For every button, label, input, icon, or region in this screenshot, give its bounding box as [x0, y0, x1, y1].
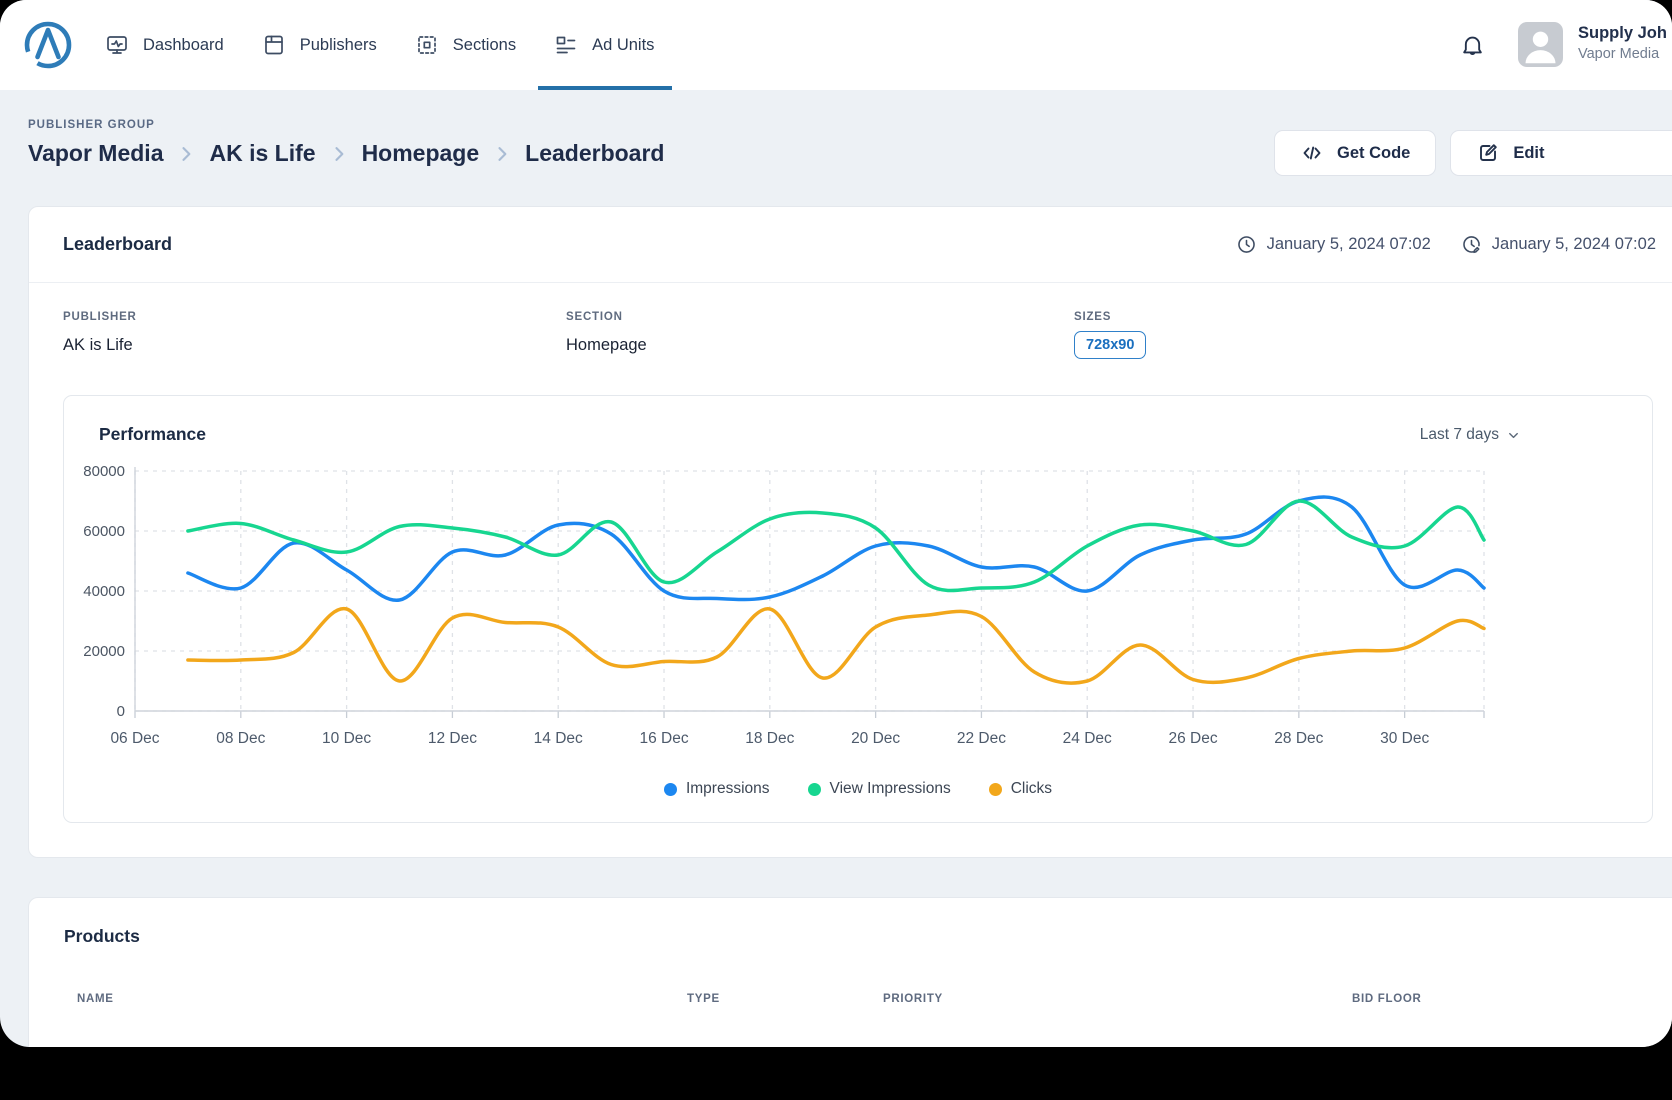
line-chart: 0 20000 40000 60000 80000 06 Dec 08 Dec 10 Dec 1… [64, 457, 1584, 757]
chevron-down-icon [1506, 428, 1521, 443]
clock-edit-icon [1461, 234, 1482, 255]
svg-text:12 Dec: 12 Dec [428, 730, 477, 747]
bell-icon [1460, 33, 1485, 58]
page-actions: Get Code Edit [1274, 130, 1672, 176]
publisher-field-label: PUBLISHER [63, 311, 566, 323]
nav-item-label: Ad Units [592, 36, 654, 55]
section-field: SECTION Homepage [566, 311, 1074, 359]
legend-dot [989, 783, 1002, 796]
svg-text:18 Dec: 18 Dec [745, 730, 794, 747]
performance-chart: 0 20000 40000 60000 80000 06 Dec 08 Dec 10 Dec 1… [64, 457, 1652, 762]
updated-timestamp: January 5, 2024 07:02 [1461, 234, 1656, 255]
svg-text:24 Dec: 24 Dec [1063, 730, 1112, 747]
performance-panel: Performance Last 7 days 0200004000060000… [63, 395, 1653, 823]
date-range-label: Last 7 days [1420, 426, 1499, 444]
svg-text:80000: 80000 [83, 463, 125, 480]
person-icon [1518, 22, 1563, 67]
section-field-label: SECTION [566, 311, 1074, 323]
svg-text:60000: 60000 [83, 523, 125, 540]
chart-legend: Impressions View Impressions Clicks [64, 780, 1652, 798]
timestamps: January 5, 2024 07:02 January 5, 2024 07… [1236, 207, 1656, 282]
svg-text:26 Dec: 26 Dec [1168, 730, 1217, 747]
code-icon [1300, 141, 1324, 165]
svg-text:14 Dec: 14 Dec [534, 730, 583, 747]
ad-unit-card-header: Leaderboard January 5, 2024 07:02 Jan [29, 207, 1672, 283]
edit-label: Edit [1513, 144, 1544, 163]
nav-item-publishers[interactable]: Publishers [262, 0, 377, 90]
edit-pencil-icon [1476, 141, 1500, 165]
get-code-label: Get Code [1337, 144, 1410, 163]
sizes-field-label: SIZES [1074, 311, 1651, 323]
legend-label: Clicks [1011, 780, 1052, 798]
breadcrumb-item-publisher[interactable]: AK is Life [209, 140, 315, 167]
svg-text:30 Dec: 30 Dec [1380, 730, 1429, 747]
nav-item-ad-units[interactable]: Ad Units [554, 0, 654, 90]
user-organization: Vapor Media [1578, 46, 1667, 62]
created-timestamp-text: January 5, 2024 07:02 [1267, 235, 1431, 254]
products-title: Products [64, 926, 1650, 947]
breadcrumb-item-publisher-group[interactable]: Vapor Media [28, 140, 163, 167]
edit-button[interactable]: Edit [1450, 130, 1672, 176]
ad-units-icon [554, 33, 578, 57]
breadcrumb-item-section[interactable]: Homepage [362, 140, 480, 167]
created-timestamp: January 5, 2024 07:02 [1236, 234, 1431, 255]
svg-text:20000: 20000 [83, 643, 125, 660]
updated-timestamp-text: January 5, 2024 07:02 [1492, 235, 1656, 254]
svg-text:08 Dec: 08 Dec [216, 730, 265, 747]
chevron-right-icon [492, 144, 512, 164]
svg-text:0: 0 [117, 703, 125, 720]
main-nav: Dashboard Publishers Sections [105, 0, 654, 90]
nav-item-label: Publishers [300, 36, 377, 55]
legend-item[interactable]: View Impressions [808, 780, 951, 798]
app-logo-icon[interactable] [22, 19, 74, 71]
chevron-right-icon [176, 144, 196, 164]
publishers-icon [262, 33, 286, 57]
svg-text:06 Dec: 06 Dec [110, 730, 159, 747]
page-content: PUBLISHER GROUP Vapor Media AK is Life H… [0, 119, 1672, 1047]
legend-item[interactable]: Clicks [989, 780, 1052, 798]
nav-item-label: Sections [453, 36, 516, 55]
publisher-field-value: AK is Life [63, 336, 566, 355]
breadcrumb-item-ad-unit: Leaderboard [525, 140, 664, 167]
publisher-field: PUBLISHER AK is Life [63, 311, 566, 359]
sizes-field: SIZES 728x90 [1074, 311, 1651, 359]
date-range-dropdown[interactable]: Last 7 days [1420, 426, 1521, 444]
ad-unit-card: Leaderboard January 5, 2024 07:02 Jan [28, 206, 1672, 858]
products-table-header: NAME TYPE PRIORITY BID FLOOR [64, 993, 1650, 1015]
ad-unit-title: Leaderboard [63, 234, 172, 255]
nav-item-dashboard[interactable]: Dashboard [105, 0, 224, 90]
svg-text:40000: 40000 [83, 583, 125, 600]
svg-text:16 Dec: 16 Dec [639, 730, 688, 747]
ad-unit-info-row: PUBLISHER AK is Life SECTION Homepage SI… [29, 283, 1672, 395]
svg-text:22 Dec: 22 Dec [957, 730, 1006, 747]
svg-text:28 Dec: 28 Dec [1274, 730, 1323, 747]
column-header-priority: PRIORITY [883, 993, 943, 1005]
size-badge: 728x90 [1074, 331, 1146, 359]
clock-icon [1236, 234, 1257, 255]
chevron-right-icon [329, 144, 349, 164]
column-header-type: TYPE [687, 993, 720, 1005]
legend-item[interactable]: Impressions [664, 780, 770, 798]
get-code-button[interactable]: Get Code [1274, 130, 1436, 176]
dashboard-icon [105, 33, 129, 57]
app-window: Dashboard Publishers Sections [0, 0, 1672, 1047]
notifications-button[interactable] [1460, 33, 1485, 58]
nav-item-sections[interactable]: Sections [415, 0, 516, 90]
top-navigation-bar: Dashboard Publishers Sections [0, 0, 1672, 90]
sections-icon [415, 33, 439, 57]
legend-dot [808, 783, 821, 796]
legend-label: Impressions [686, 780, 770, 798]
user-name: Supply Joh [1578, 24, 1667, 43]
legend-label: View Impressions [830, 780, 951, 798]
nav-item-label: Dashboard [143, 36, 224, 55]
svg-text:10 Dec: 10 Dec [322, 730, 371, 747]
legend-dot [664, 783, 677, 796]
user-avatar[interactable] [1518, 22, 1563, 67]
svg-text:20 Dec: 20 Dec [851, 730, 900, 747]
section-field-value: Homepage [566, 336, 1074, 355]
products-card: Products NAME TYPE PRIORITY BID FLOOR [28, 897, 1672, 1047]
column-header-bid-floor: BID FLOOR [1352, 993, 1422, 1005]
user-menu[interactable]: Supply Joh Vapor Media [1578, 24, 1667, 62]
column-header-name: NAME [77, 993, 114, 1005]
